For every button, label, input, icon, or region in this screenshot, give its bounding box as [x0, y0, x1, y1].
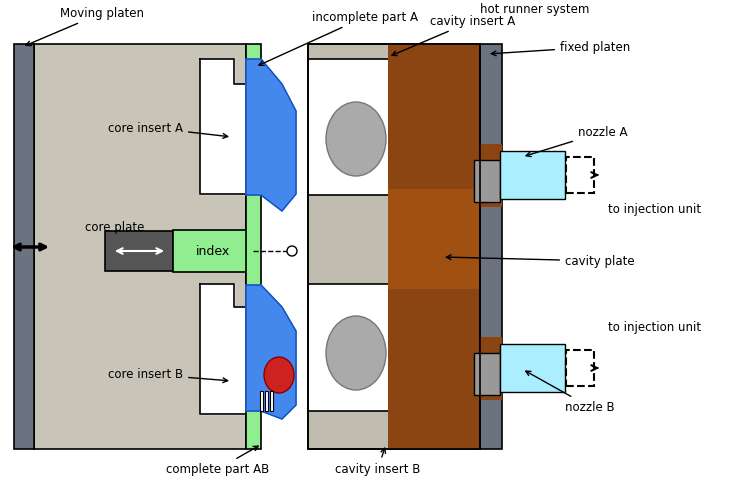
Bar [14, 45, 34, 449]
Bar [308, 60, 403, 195]
Bar [500, 152, 565, 200]
Text: nozzle B: nozzle B [525, 372, 615, 414]
Text: cavity plate: cavity plate [446, 255, 635, 268]
Bar [173, 230, 253, 273]
Ellipse shape [326, 316, 386, 390]
Text: fixed platen: fixed platen [492, 41, 630, 57]
Bar [474, 353, 500, 395]
Bar [271, 391, 274, 411]
Text: core plate: core plate [86, 221, 145, 234]
Bar [480, 144, 502, 207]
Text: incomplete part A: incomplete part A [259, 12, 418, 66]
Bar [261, 391, 263, 411]
Text: complete part AB: complete part AB [166, 446, 269, 476]
Text: to injection unit: to injection unit [608, 321, 701, 334]
Bar [34, 45, 246, 449]
Bar [388, 190, 480, 289]
Bar [566, 157, 594, 193]
Ellipse shape [264, 357, 294, 393]
Bar [266, 391, 269, 411]
Circle shape [287, 247, 297, 256]
Polygon shape [200, 285, 248, 414]
Text: Moving platen: Moving platen [26, 8, 144, 47]
Ellipse shape [326, 103, 386, 177]
Text: core insert A: core insert A [108, 121, 228, 139]
Bar [480, 45, 502, 449]
Text: index: index [196, 245, 230, 258]
Bar [500, 344, 565, 392]
Bar [308, 45, 480, 449]
Text: cavity insert A: cavity insert A [392, 15, 515, 57]
Text: cavity insert B: cavity insert B [335, 448, 421, 476]
Bar [308, 285, 403, 411]
Bar [308, 45, 480, 449]
Text: hot runner system: hot runner system [480, 3, 590, 16]
Polygon shape [246, 286, 296, 419]
Polygon shape [246, 60, 296, 212]
Text: core insert B: core insert B [108, 368, 228, 383]
Bar [105, 231, 173, 271]
Bar [246, 45, 261, 449]
Bar [474, 161, 500, 203]
Text: to injection unit: to injection unit [608, 203, 701, 216]
Bar [388, 45, 480, 449]
Bar [566, 350, 594, 386]
Text: nozzle A: nozzle A [526, 126, 627, 157]
Polygon shape [200, 60, 248, 194]
Bar [480, 337, 502, 400]
